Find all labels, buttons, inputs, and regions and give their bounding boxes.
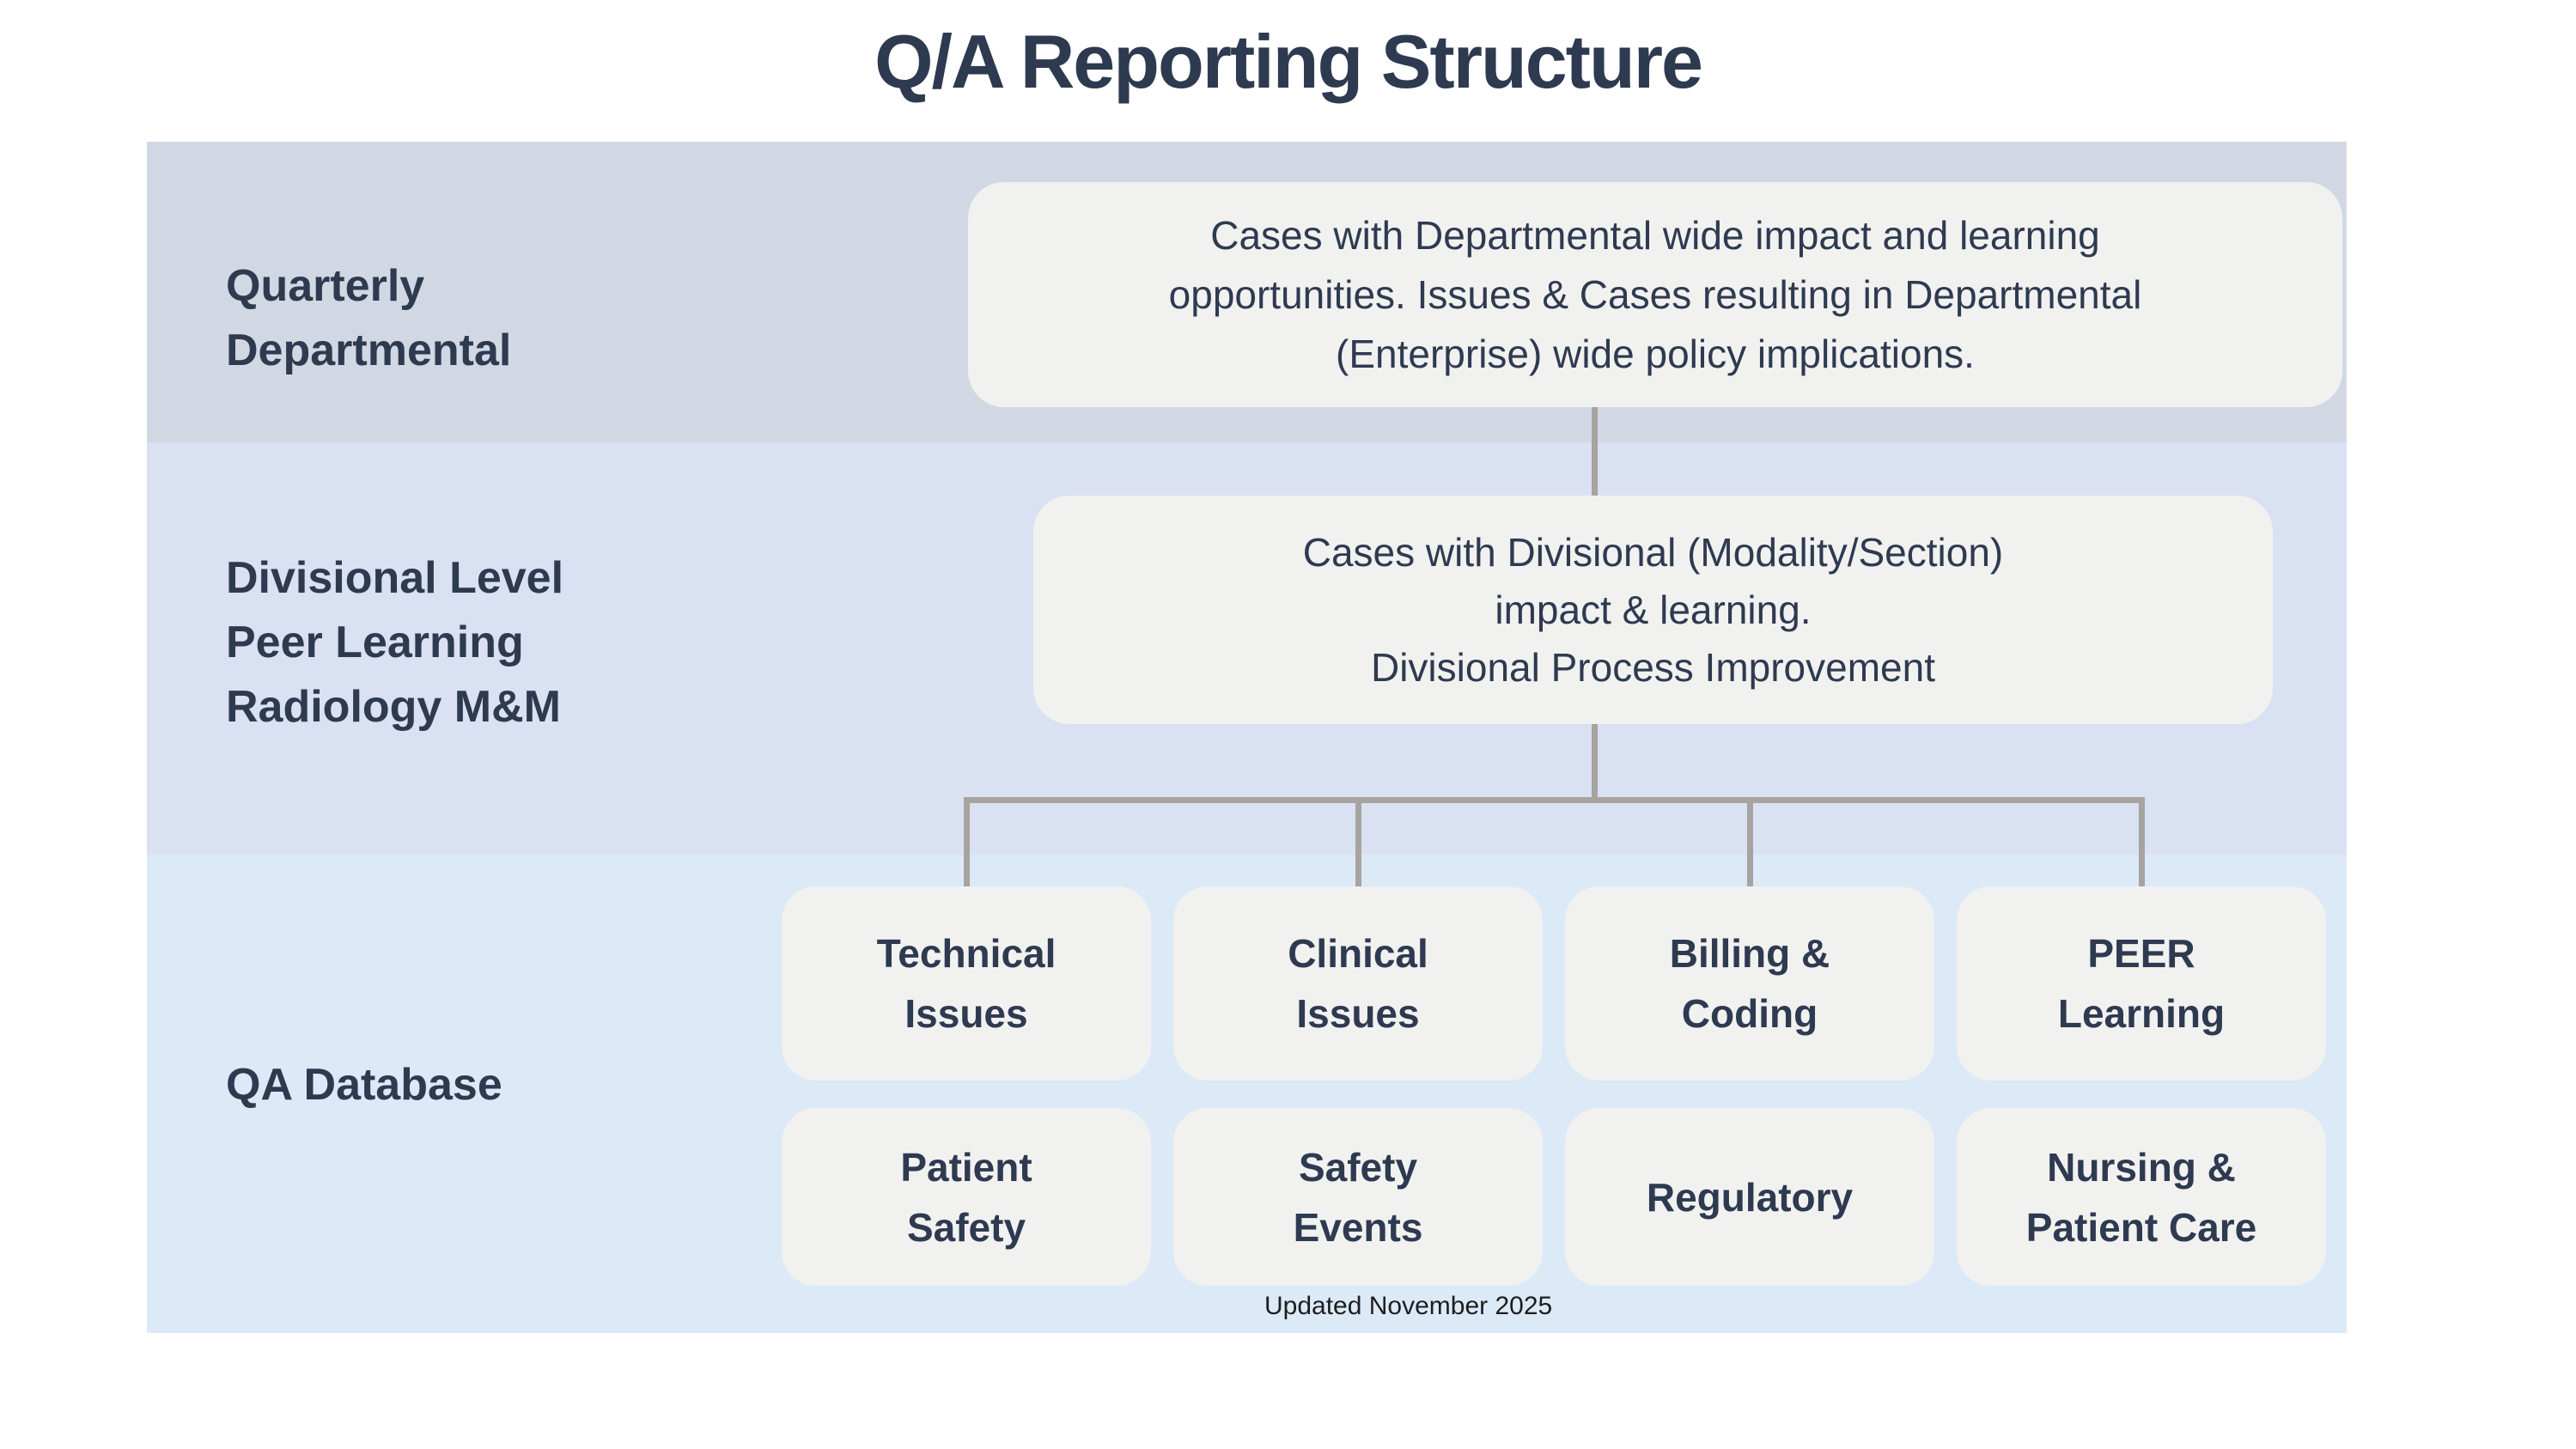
divisional-cases-box: Cases with Divisional (Modality/Section)…	[1033, 496, 2273, 724]
divisional-cases-text: Cases with Divisional (Modality/Section)…	[1302, 529, 2004, 690]
qa-box-clinical-issues: Clinical Issues	[1173, 886, 1543, 1081]
qa-box-technical-issues: Technical Issues	[782, 886, 1151, 1081]
qa-box-billing-coding: Billing & Coding	[1565, 886, 1934, 1081]
departmental-cases-box: Cases with Departmental wide impact and …	[968, 182, 2342, 407]
connector-drop-billing-coding	[1747, 797, 1753, 886]
page-title: Q/A Reporting Structure	[874, 19, 1703, 104]
qa-box-regulatory: Regulatory	[1565, 1108, 1934, 1286]
qa-box-nursing-patient-care: Nursing & Patient Care	[1957, 1108, 2326, 1286]
band-label-divisional-level: Divisional Level Peer Learning Radiology…	[226, 553, 564, 732]
footer-note: Updated November 2025	[1264, 1292, 1553, 1320]
departmental-cases-text: Cases with Departmental wide impact and …	[1168, 212, 2142, 376]
qa-box-safety-events: Safety Events	[1173, 1108, 1543, 1286]
connector-drop-peer-learning	[2139, 797, 2145, 886]
band-label-qa-database: QA Database	[226, 1060, 502, 1110]
connector-drop-clinical-issues	[1355, 797, 1361, 886]
band-label-quarterly-departmental: Quarterly Departmental	[226, 261, 512, 375]
connector-top-to-divisional	[1592, 407, 1598, 496]
qa-box-peer-learning: PEER Learning	[1957, 886, 2326, 1081]
qa-box-patient-safety: Patient Safety	[782, 1108, 1151, 1286]
connector-divisional-to-bar	[1592, 724, 1598, 803]
connector-horizontal-bar	[964, 797, 2145, 803]
connector-drop-technical-issues	[964, 797, 970, 886]
